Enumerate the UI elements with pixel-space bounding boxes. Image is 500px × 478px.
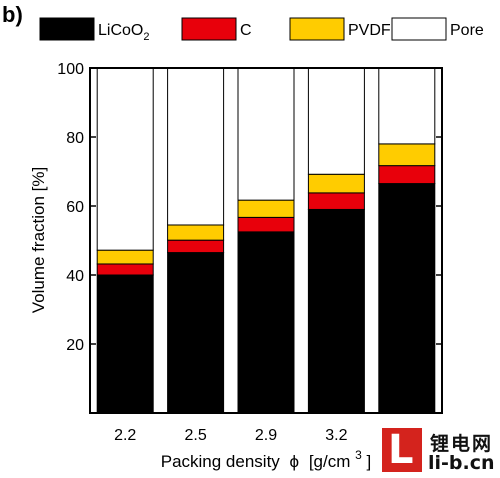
x-tick-label-1: 2.2 <box>114 427 136 444</box>
bar-segment-pvdf-4 <box>307 173 365 194</box>
x-axis-label-symbol: ϕ <box>290 452 300 471</box>
y-axis-label: Volume fraction [%] <box>29 167 48 313</box>
x-axis-label-text: Packing density <box>161 452 281 471</box>
bar-segment-c-1 <box>96 263 154 276</box>
panel-label: b) <box>2 2 23 27</box>
legend-label-c: C <box>240 22 252 39</box>
watermark-logo-letter: L <box>388 427 414 473</box>
x-axis-label-unit-end: ] <box>367 452 372 471</box>
y-tick-label-20: 20 <box>66 337 84 354</box>
y-tick-label-60: 60 <box>66 199 84 216</box>
bar-segment-licoo-1 <box>96 274 154 414</box>
y-axis: 20 40 60 80 100 <box>57 61 442 354</box>
x-tick-label-2: 2.5 <box>184 427 206 444</box>
y-tick-label-80: 80 <box>66 130 84 147</box>
bar-segment-pvdf-3 <box>237 199 295 218</box>
bar-segment-c-2 <box>167 239 225 254</box>
y-tick-label-40: 40 <box>66 268 84 285</box>
watermark-url-text: li-b.cn <box>428 452 495 474</box>
bar-segment-c-4 <box>307 192 365 210</box>
legend: LiCoO2 C PVDF Pore <box>39 17 484 43</box>
bar-segment-pvdf-2 <box>167 224 225 241</box>
bar-segment-pore-4 <box>307 67 365 175</box>
legend-label-pvdf: PVDF <box>348 22 391 39</box>
bar-segment-licoo-2 <box>167 252 225 414</box>
bar-segment-licoo-5 <box>378 183 436 414</box>
bar-segment-pore-5 <box>378 67 436 145</box>
y-tick-label-100: 100 <box>57 61 84 78</box>
bar-segment-licoo-4 <box>307 208 365 414</box>
bar-segment-pvdf-5 <box>378 143 436 167</box>
bar-segment-pore-3 <box>237 67 295 201</box>
legend-swatch-c <box>181 17 237 41</box>
bar-segment-pore-2 <box>167 67 225 226</box>
watermark-logo-box: L <box>382 427 422 473</box>
bar-segment-pvdf-1 <box>96 249 154 265</box>
bar-segment-pore-1 <box>96 67 154 251</box>
bar-segment-licoo-3 <box>237 231 295 414</box>
legend-label-pore: Pore <box>450 22 484 39</box>
x-axis-label-superscript: 3 <box>355 448 362 462</box>
bar-segment-c-5 <box>378 165 436 185</box>
x-axis-label-unit: [g/cm <box>309 452 351 471</box>
legend-swatch-licoo <box>39 17 95 41</box>
bars <box>96 67 436 414</box>
legend-label-licoo: LiCoO2 <box>98 22 149 43</box>
legend-swatch-pore <box>391 17 447 41</box>
x-tick-label-3: 2.9 <box>255 427 277 444</box>
x-axis-label: Packing density ϕ [g/cm 3 ] <box>161 444 372 471</box>
watermark-logo: L 锂电网 li-b.cn <box>380 427 500 478</box>
bar-segment-c-3 <box>237 216 295 233</box>
legend-swatch-pvdf <box>289 17 345 41</box>
x-tick-label-4: 3.2 <box>325 427 347 444</box>
watermark-cn-text: 锂电网 <box>430 433 494 455</box>
